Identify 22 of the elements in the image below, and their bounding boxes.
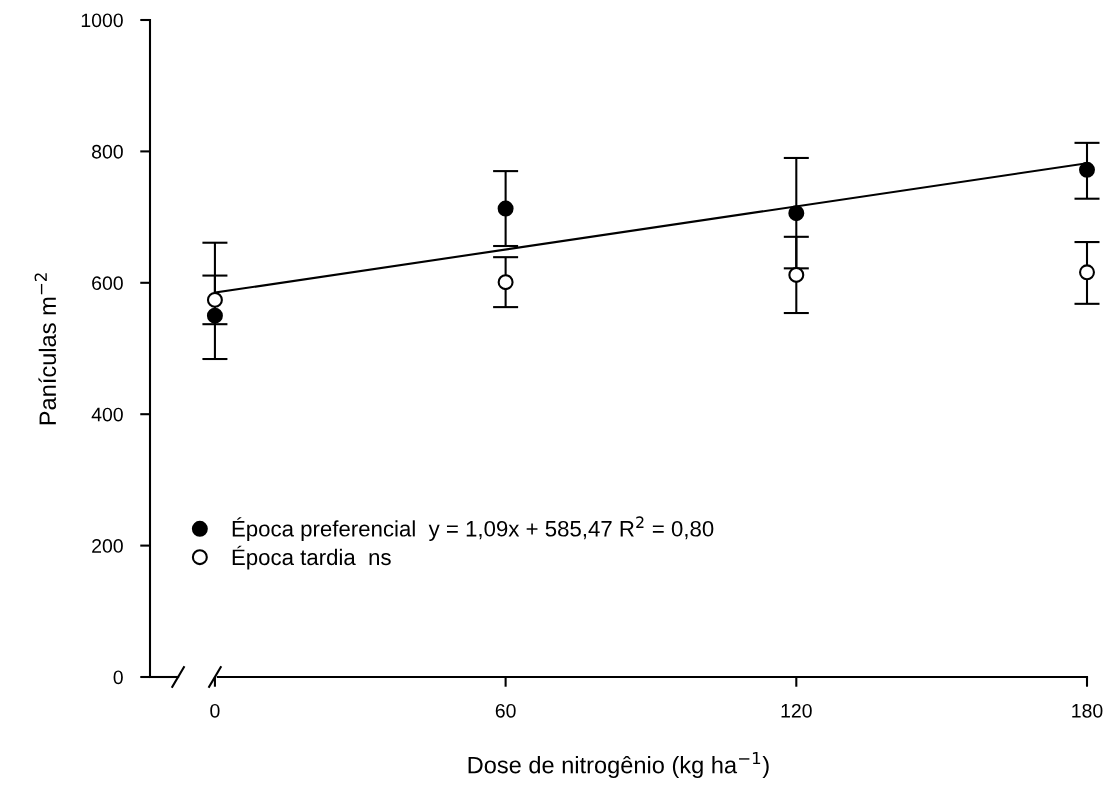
legend-label: Época tardia ns (232, 545, 391, 570)
x-tick-label: 0 (210, 703, 220, 718)
point (1079, 161, 1095, 178)
point (497, 200, 514, 217)
y-tick-label: 800 (92, 144, 123, 159)
point (788, 205, 805, 222)
point (497, 274, 514, 291)
y-axis-title: Panículas m$^{−2}$ (34, 273, 57, 425)
y-tick-label: 400 (91, 407, 123, 422)
point (1079, 264, 1095, 281)
point (206, 291, 223, 308)
x-axis-title: Dose de nitrogênio (kg ha$^{−1}$) (468, 752, 769, 779)
y-tick-label: 600 (92, 276, 123, 291)
point (788, 266, 805, 283)
x-tick-label: 180 (1072, 703, 1103, 718)
x-tick-label: 120 (781, 703, 812, 718)
point (206, 307, 223, 324)
y-tick-label: 1000 (81, 13, 123, 28)
y-tick-label: 200 (92, 539, 123, 553)
legend-label: Época preferencial y = 1,09x + 585,47 R$^{2}$ = 0,80 (232, 516, 714, 542)
x-tick-label: 60 (495, 703, 516, 718)
y-tick-label: 0 (113, 670, 123, 685)
